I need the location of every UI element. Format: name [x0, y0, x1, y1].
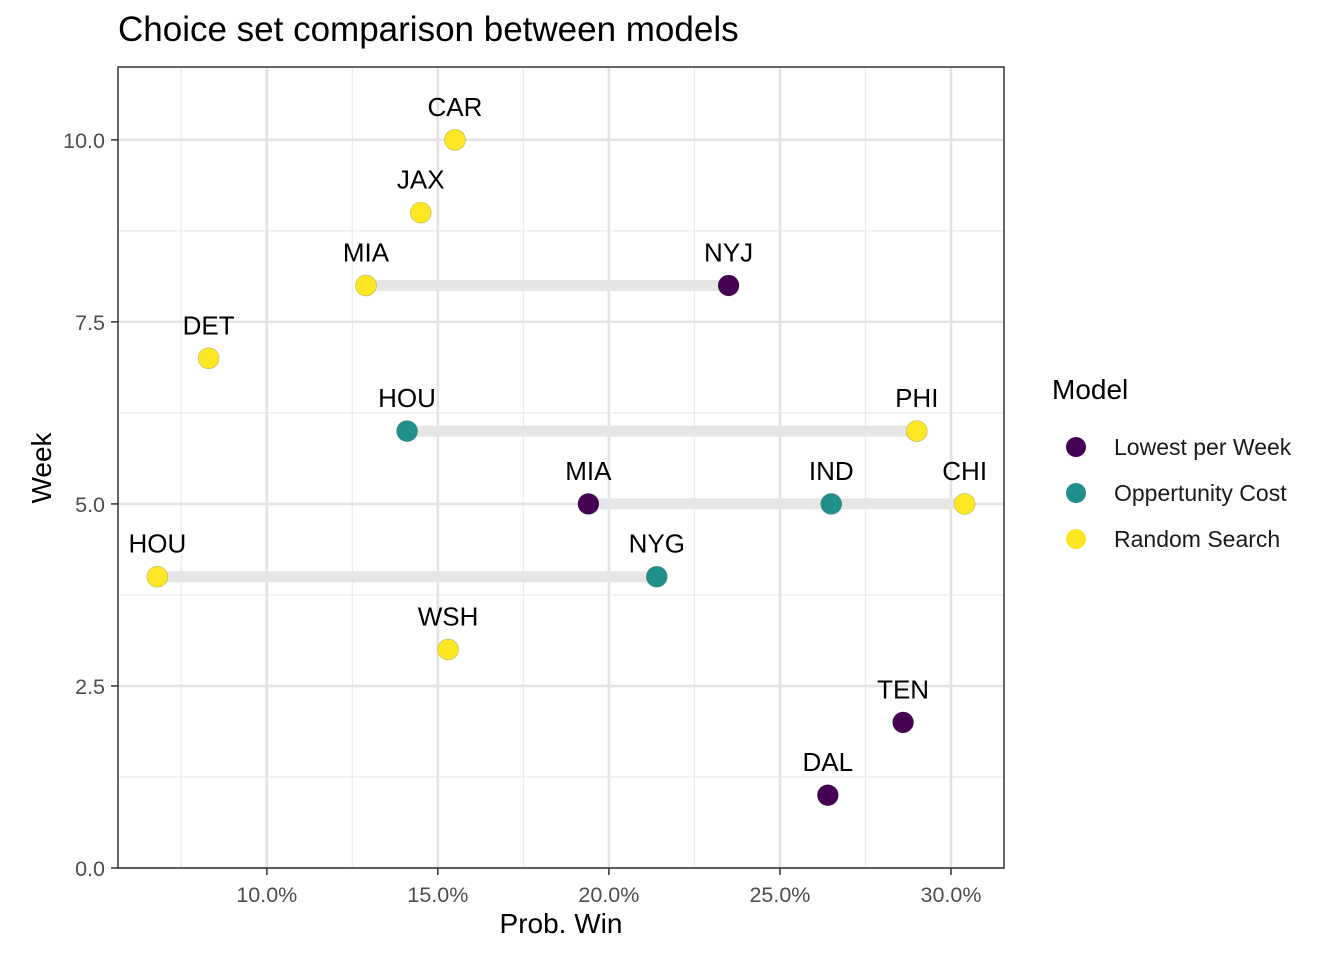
legend-label: Oppertunity Cost: [1114, 479, 1287, 506]
point-label: WSH: [418, 602, 479, 632]
legend-item: Lowest per Week: [1052, 424, 1291, 470]
y-tick-label: 2.5: [75, 675, 105, 699]
data-points: [146, 129, 976, 806]
data-point: [396, 420, 418, 442]
x-axis-label: Prob. Win: [499, 908, 623, 939]
data-point: [820, 493, 843, 515]
point-label: TEN: [877, 674, 929, 704]
legend-items: Lowest per Week Oppertunity Cost Random Se…: [1052, 424, 1291, 562]
x-tick-label: 15.0%: [407, 883, 468, 907]
point-label: NYJ: [704, 237, 753, 267]
legend-item: Random Search: [1052, 516, 1291, 562]
data-point: [355, 274, 377, 297]
data-point: [577, 493, 600, 515]
point-label: CAR: [428, 92, 483, 122]
axis-ticks: 10.0% 15.0% 20.0% 25.0% 30.0% 0.0 2.5 5.0 7.5 10.…: [63, 129, 981, 907]
y-tick-label: 0.0: [75, 857, 105, 881]
point-label: MIA: [565, 456, 612, 486]
point-label: CHI: [942, 456, 987, 486]
y-axis-label: Week: [26, 432, 57, 504]
legend-key-dot: [1066, 483, 1086, 503]
data-point: [892, 711, 914, 734]
data-point: [444, 129, 466, 151]
chart-title: Choice set comparison between models: [118, 10, 739, 49]
point-label: DAL: [803, 747, 854, 777]
week-range-segments: [157, 279, 965, 583]
data-point: [717, 274, 740, 297]
data-point: [905, 420, 928, 442]
panel-border: [117, 66, 1005, 869]
data-point: [817, 784, 839, 806]
x-tick-label: 30.0%: [920, 883, 981, 907]
legend-label: Lowest per Week: [1114, 433, 1292, 460]
y-tick-label: 5.0: [75, 493, 105, 517]
data-point: [197, 347, 220, 370]
data-point: [409, 201, 432, 224]
y-tick-label: 10.0: [63, 129, 105, 153]
point-label: HOU: [378, 383, 436, 413]
legend-label: Random Search: [1114, 525, 1281, 552]
legend-item: Oppertunity Cost: [1052, 470, 1291, 516]
data-point: [146, 565, 169, 588]
point-label: HOU: [128, 529, 186, 559]
point-label: DET: [183, 310, 235, 340]
point-label: NYG: [629, 529, 685, 559]
x-tick-label: 10.0%: [236, 883, 297, 907]
data-point: [437, 638, 459, 661]
legend: Model Lowest per Week Oppertunity Cost Ran…: [1052, 374, 1291, 562]
y-tick-label: 7.5: [75, 311, 105, 335]
data-point: [645, 565, 668, 588]
point-label: MIA: [343, 237, 390, 267]
grid-lines: [118, 67, 1004, 870]
legend-key-dot: [1066, 529, 1086, 549]
point-label: JAX: [397, 165, 445, 195]
x-tick-label: 20.0%: [578, 883, 639, 907]
point-label: PHI: [895, 383, 938, 413]
point-labels: DAL TEN WSH HOU NYG MIA IND CHI HOU PHI DET MIA NYJ J…: [128, 92, 987, 777]
legend-key-dot: [1066, 437, 1086, 457]
x-tick-label: 25.0%: [749, 883, 810, 907]
data-point: [953, 493, 976, 515]
legend-title: Model: [1052, 374, 1129, 405]
point-label: IND: [809, 456, 854, 486]
